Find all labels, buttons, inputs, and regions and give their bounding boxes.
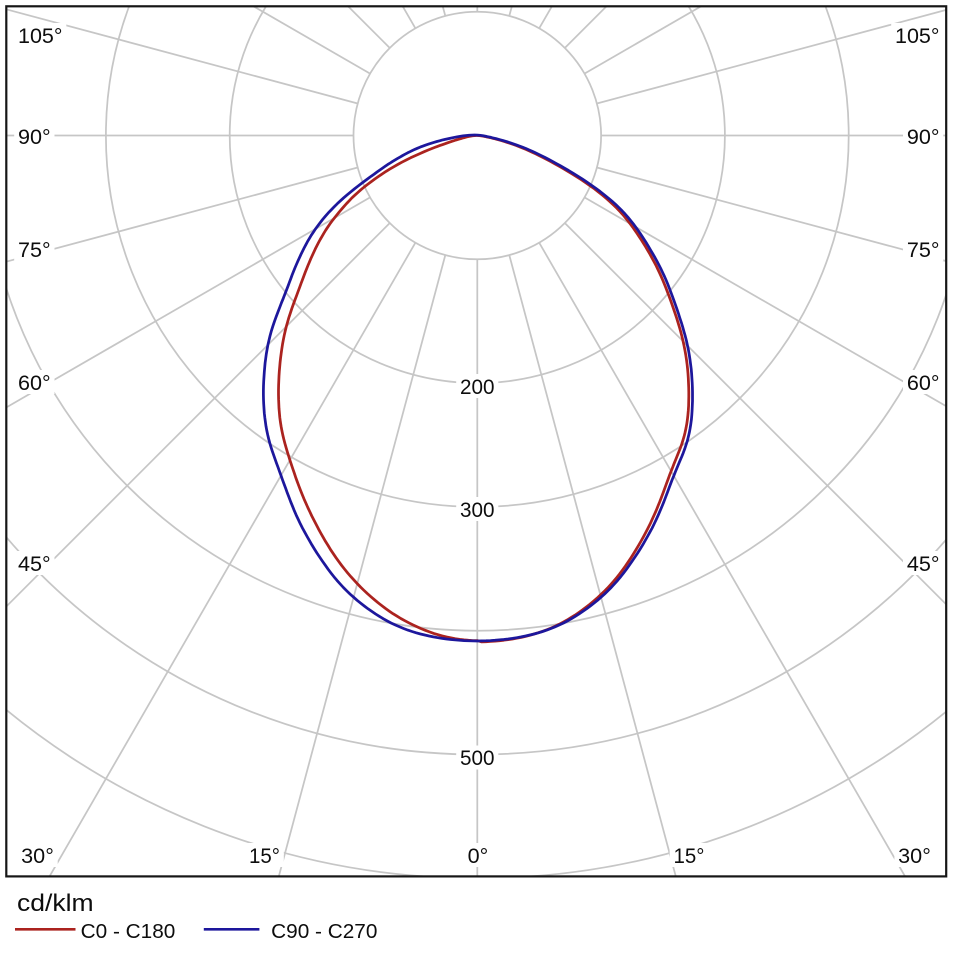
svg-text:90°: 90° (907, 124, 940, 149)
svg-text:C90 - C270: C90 - C270 (271, 921, 377, 943)
svg-text:300: 300 (460, 497, 495, 522)
svg-text:15°: 15° (674, 843, 705, 868)
svg-text:45°: 45° (18, 551, 51, 576)
svg-text:15°: 15° (249, 843, 280, 868)
svg-text:75°: 75° (907, 237, 940, 262)
svg-text:30°: 30° (898, 843, 931, 868)
svg-text:60°: 60° (907, 370, 940, 395)
svg-text:C0 - C180: C0 - C180 (81, 921, 176, 943)
svg-text:75°: 75° (18, 237, 51, 262)
svg-text:105°: 105° (18, 23, 63, 48)
svg-text:200: 200 (460, 374, 495, 399)
svg-text:90°: 90° (18, 124, 51, 149)
svg-text:0°: 0° (468, 843, 489, 868)
svg-text:cd/klm: cd/klm (17, 890, 94, 917)
svg-text:105°: 105° (895, 23, 940, 48)
svg-text:30°: 30° (21, 843, 54, 868)
svg-text:60°: 60° (18, 370, 51, 395)
svg-text:500: 500 (460, 745, 495, 770)
svg-text:45°: 45° (907, 551, 940, 576)
